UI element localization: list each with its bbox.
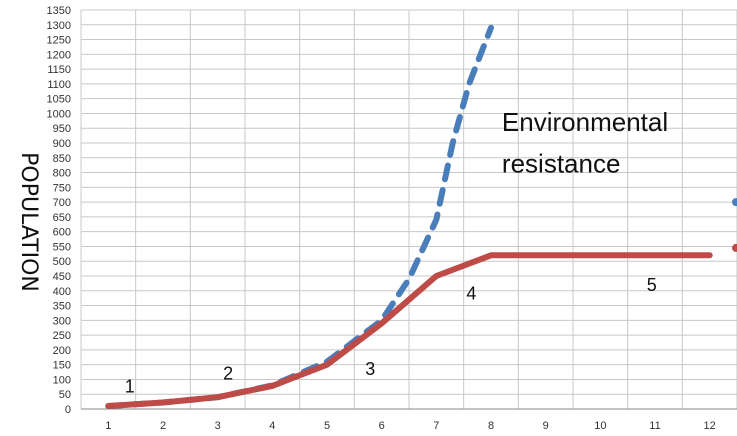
y-tick-label: 750 bbox=[53, 182, 71, 194]
edge-markers bbox=[732, 198, 737, 252]
x-axis-ticks: 1 2 3 4 5 6 7 8 9 10 11 12 bbox=[105, 420, 716, 432]
edge-marker bbox=[732, 243, 737, 252]
y-tick-label: 1150 bbox=[47, 64, 71, 76]
stage-label: 4 bbox=[466, 284, 476, 304]
x-tick-label: 6 bbox=[379, 420, 385, 432]
y-tick-label: 500 bbox=[53, 256, 71, 268]
series-group bbox=[105, 24, 713, 409]
solid-series-line bbox=[105, 252, 713, 409]
x-tick-label: 8 bbox=[488, 420, 494, 432]
y-tick-label: 400 bbox=[53, 286, 71, 298]
x-tick-label: 10 bbox=[594, 420, 606, 432]
gridlines bbox=[80, 9, 737, 410]
y-tick-label: 1200 bbox=[47, 49, 71, 61]
y-axis-ticks: 0 50 100 150 200 250 300 350 400 450 500 550 600 650 7… bbox=[47, 5, 71, 416]
y-tick-label: 650 bbox=[53, 212, 71, 224]
y-tick-label: 550 bbox=[53, 241, 71, 253]
y-tick-label: 50 bbox=[59, 389, 71, 401]
x-tick-label: 9 bbox=[543, 420, 549, 432]
stage-label: 1 bbox=[125, 377, 135, 397]
x-tick-label: 3 bbox=[215, 420, 221, 432]
y-tick-label: 1350 bbox=[47, 5, 71, 17]
annotation-text: resistance bbox=[502, 149, 621, 179]
y-tick-label: 1300 bbox=[47, 20, 71, 32]
stage-label: 2 bbox=[223, 363, 233, 383]
y-tick-label: 850 bbox=[53, 153, 71, 165]
y-tick-label: 900 bbox=[53, 138, 71, 150]
x-tick-label: 5 bbox=[324, 420, 330, 432]
y-tick-label: 600 bbox=[53, 227, 71, 239]
x-tick-label: 12 bbox=[704, 420, 716, 432]
y-tick-label: 700 bbox=[53, 197, 71, 209]
stage-label: 3 bbox=[365, 359, 375, 379]
annotation-text: Environmental bbox=[502, 107, 668, 137]
y-tick-label: 450 bbox=[53, 271, 71, 283]
x-tick-label: 1 bbox=[105, 420, 111, 432]
y-tick-label: 1000 bbox=[47, 108, 71, 120]
y-axis-label: POPULATION bbox=[16, 152, 41, 292]
y-tick-label: 350 bbox=[53, 301, 71, 313]
x-tick-label: 7 bbox=[433, 420, 439, 432]
y-tick-label: 300 bbox=[53, 315, 71, 327]
edge-marker bbox=[732, 198, 737, 207]
y-tick-label: 950 bbox=[53, 123, 71, 135]
y-tick-label: 800 bbox=[53, 168, 71, 180]
y-tick-label: 100 bbox=[53, 374, 71, 386]
y-tick-label: 250 bbox=[53, 330, 71, 342]
y-tick-label: 200 bbox=[53, 345, 71, 357]
x-tick-label: 11 bbox=[649, 420, 660, 432]
y-tick-label: 150 bbox=[53, 360, 71, 372]
y-tick-label: 1250 bbox=[47, 35, 71, 47]
annotations: Environmental resistance 1 2 3 4 5 bbox=[125, 107, 668, 397]
y-tick-label: 0 bbox=[65, 404, 71, 416]
stage-label: 5 bbox=[647, 275, 657, 295]
y-tick-label: 1100 bbox=[47, 79, 71, 91]
x-tick-label: 4 bbox=[269, 420, 275, 432]
x-tick-label: 2 bbox=[160, 420, 166, 432]
y-tick-label: 1050 bbox=[47, 94, 71, 106]
